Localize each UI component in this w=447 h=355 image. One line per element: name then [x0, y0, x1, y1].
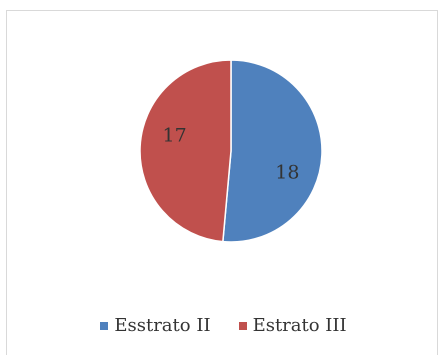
legend-label-2: Estrato III	[252, 315, 347, 336]
legend-swatch-1	[100, 321, 109, 330]
legend: Esstrato II Estrato III	[0, 315, 447, 336]
pie-slice-1	[222, 59, 323, 243]
legend-item-1: Esstrato II	[100, 315, 211, 336]
legend-swatch-2	[238, 321, 247, 330]
pie-slice-label-1: 18	[275, 162, 299, 184]
pie-slice-label-2: 17	[163, 124, 187, 146]
pie-slice-2	[139, 59, 232, 243]
legend-item-2: Estrato III	[238, 315, 347, 336]
legend-label-1: Esstrato II	[114, 315, 211, 336]
